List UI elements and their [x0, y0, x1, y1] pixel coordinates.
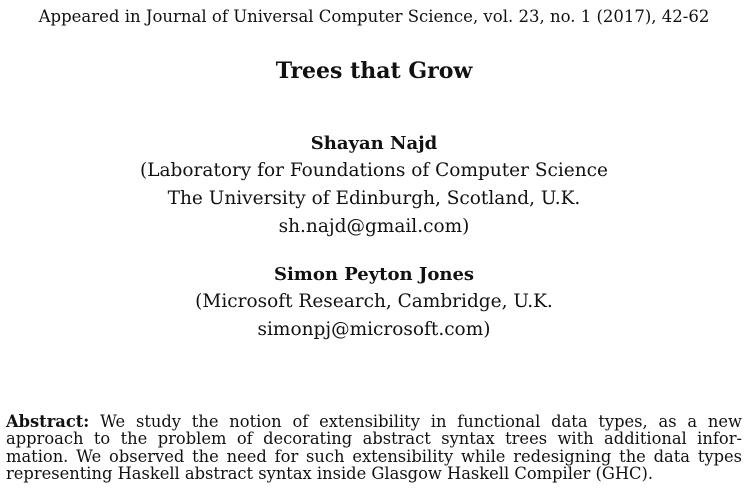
- abstract-line-2: approach to the problem of decorating ab…: [6, 429, 742, 449]
- author-name-2: Simon Peyton Jones: [273, 264, 475, 285]
- author-1-affiliation-line-2: The University of Edinburgh, Scotland, U…: [167, 188, 581, 209]
- abstract-text-1: We study the notion of extensibility in …: [100, 412, 742, 431]
- author-1-email: sh.najd@gmail.com): [278, 216, 470, 237]
- author-2-affiliation-line-1: (Microsoft Research, Cambridge, U.K.: [195, 291, 553, 312]
- abstract-line-3: mation. We observed the need for such ex…: [6, 446, 742, 466]
- abstract: Abstract: We study the notion of extensi…: [6, 413, 742, 483]
- author-name-1: Shayan Najd: [310, 133, 438, 154]
- paper-title: Trees that Grow: [275, 58, 473, 84]
- author-2-email: simonpj@microsoft.com): [257, 319, 491, 340]
- citation-header: Appeared in Journal of Universal Compute…: [38, 7, 710, 26]
- abstract-line-4: representing Haskell abstract syntax ins…: [6, 464, 654, 484]
- abstract-line-1: Abstract: We study the notion of extensi…: [6, 413, 742, 430]
- abstract-label: Abstract:: [6, 412, 90, 431]
- author-1-affiliation-line-1: (Laboratory for Foundations of Computer …: [140, 160, 608, 181]
